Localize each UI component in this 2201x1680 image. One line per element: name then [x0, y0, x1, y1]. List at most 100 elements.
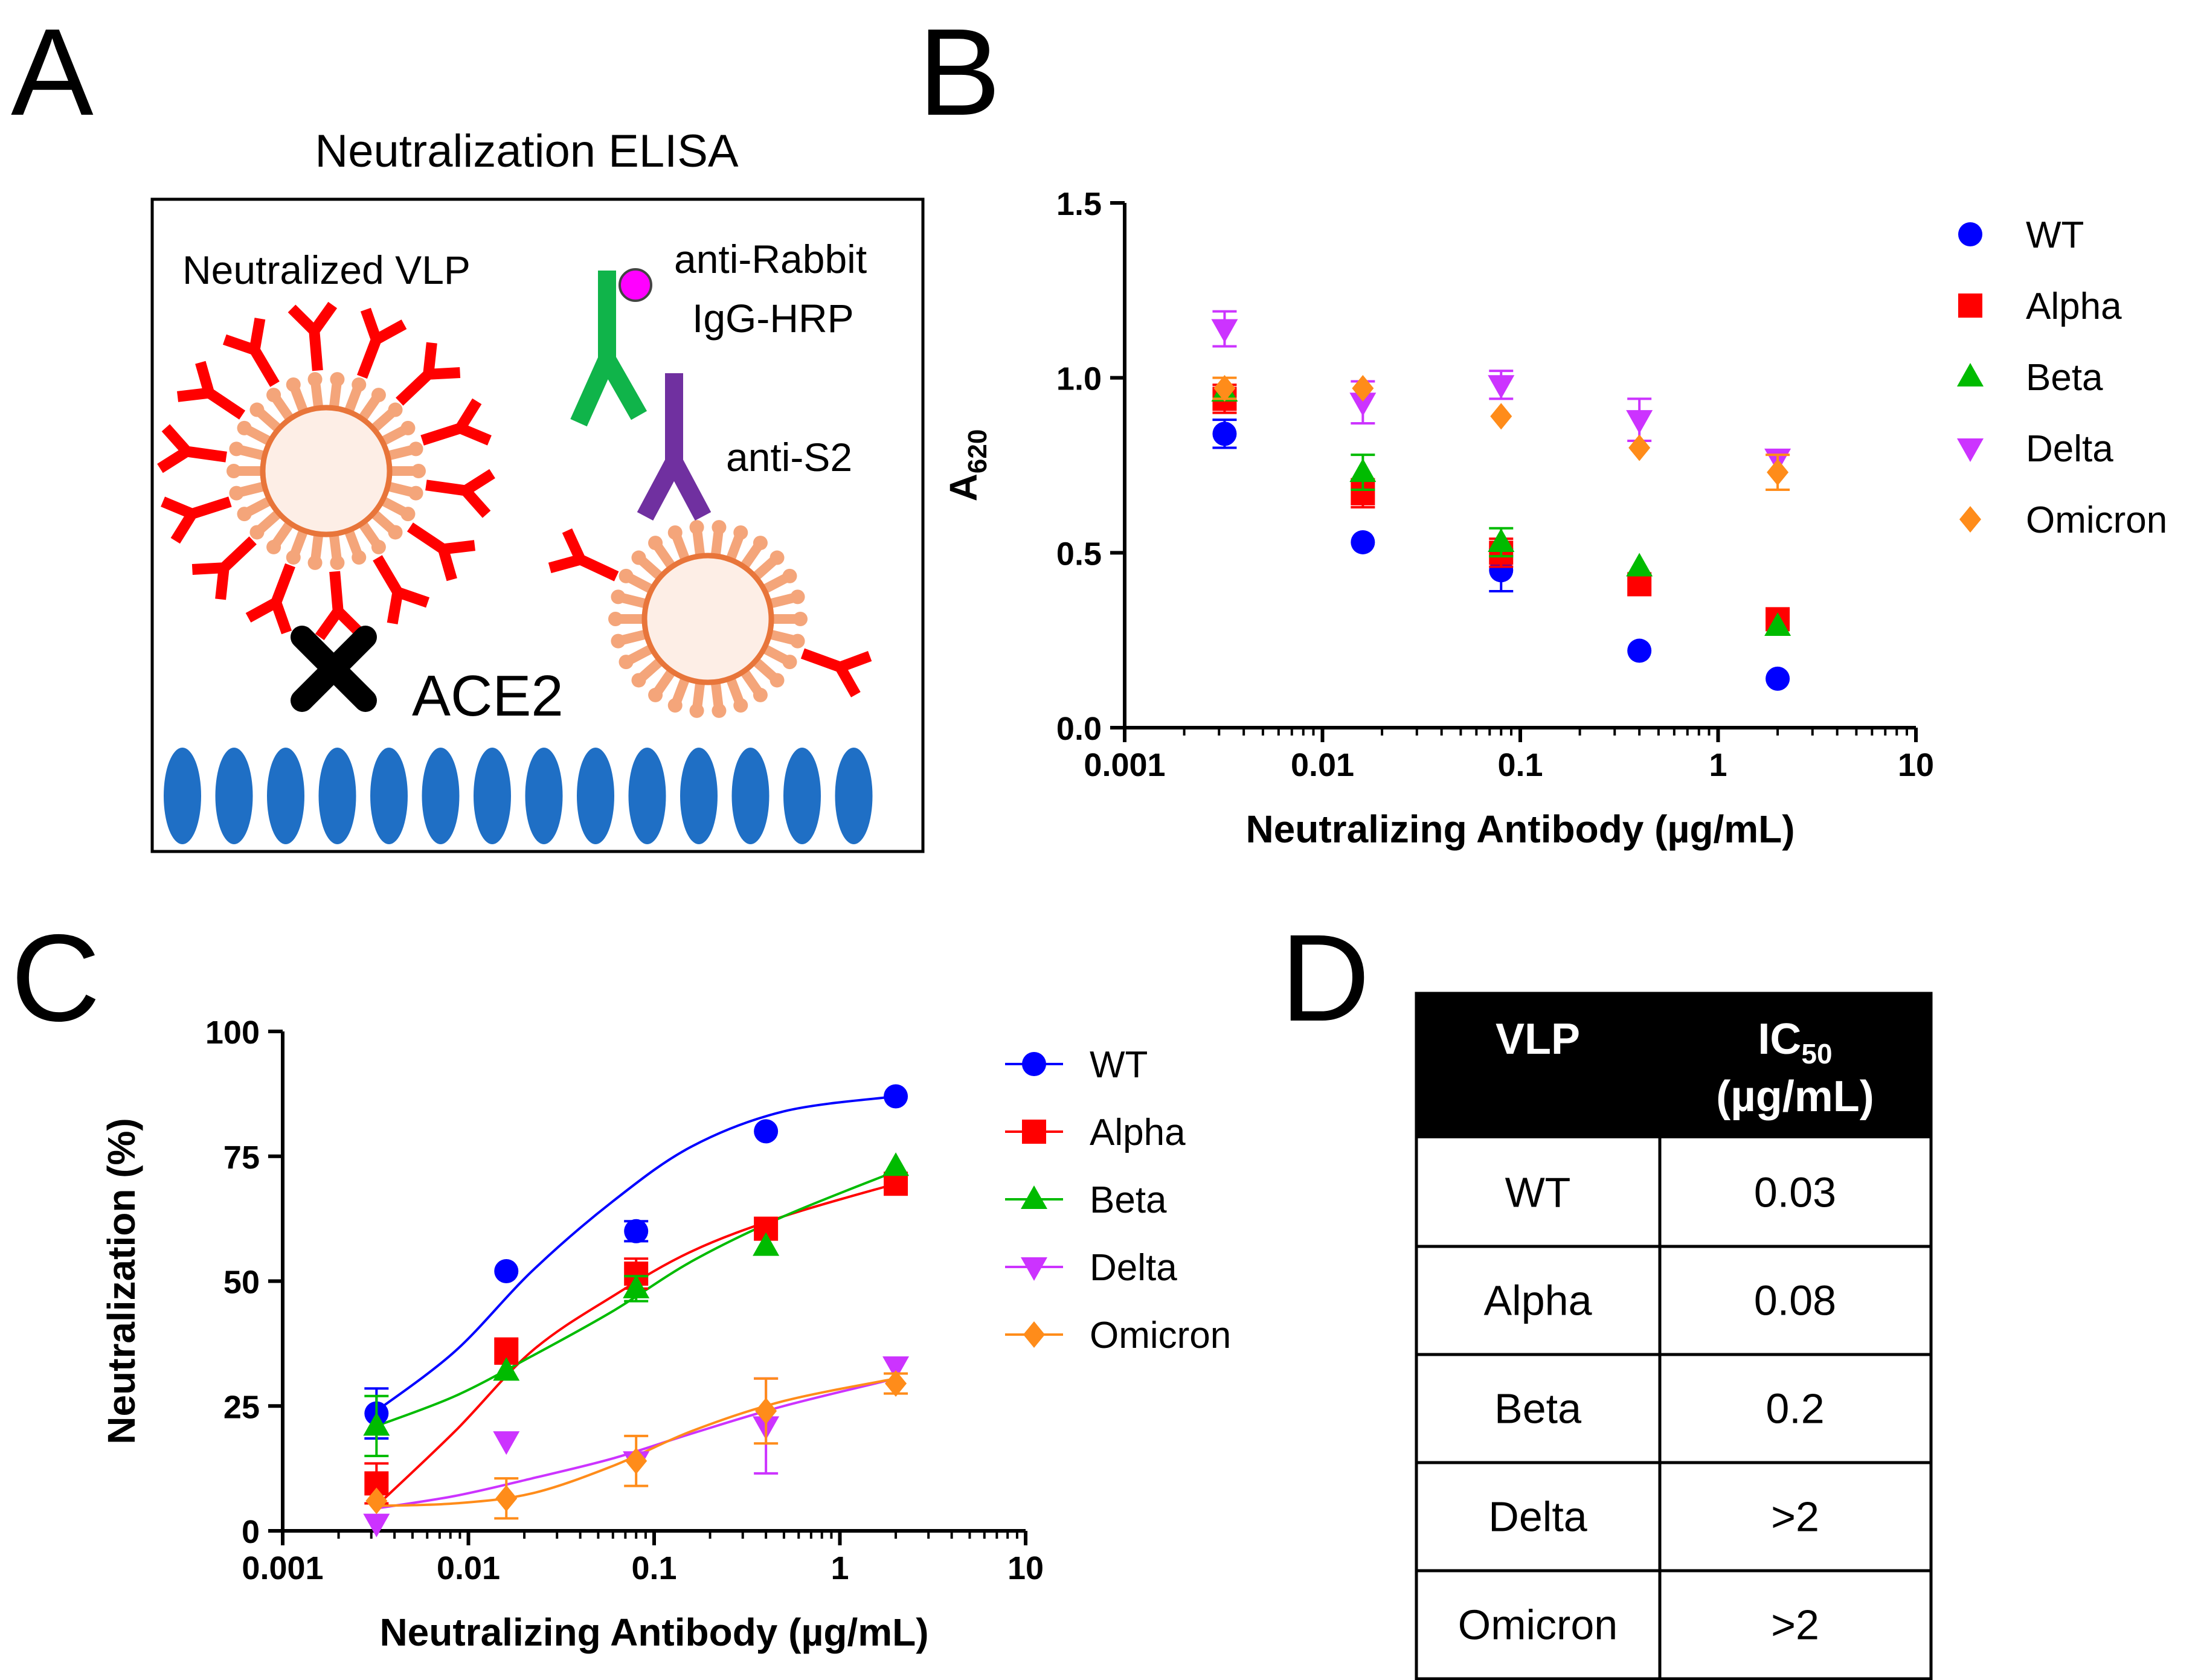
spike-protein [344, 528, 362, 556]
spike-head [411, 464, 426, 478]
neutralizing-antibody [315, 571, 365, 641]
spike-protein [653, 668, 676, 695]
spike-head [229, 441, 244, 457]
legend-label-omicron: Omicron [2026, 499, 2167, 541]
vlp-particle [260, 405, 393, 537]
spike-head [619, 655, 634, 670]
y-tick-label: 50 [223, 1265, 260, 1301]
block-x-icon [291, 626, 377, 712]
ace2-receptor-row [164, 748, 873, 844]
ace2-receptor [370, 748, 408, 844]
table-cell-vlp: WT [1505, 1169, 1571, 1216]
spike-protein [627, 573, 654, 594]
spike-head [782, 655, 797, 670]
spike-head [770, 673, 785, 688]
neutralizing-antibody [288, 301, 338, 371]
neutralizing-antibody [357, 307, 407, 379]
data-point [494, 1258, 519, 1283]
data-point [1349, 458, 1377, 483]
spike-head [667, 698, 683, 713]
spike-head [400, 420, 416, 435]
legend-label-wt: WT [2026, 214, 2084, 256]
spike-protein [329, 382, 342, 409]
neutralizing-antibody [373, 555, 430, 624]
panel-letter-c: C [11, 909, 100, 1047]
y-tick-label: 1.5 [1056, 186, 1102, 222]
hrp-icon [619, 268, 652, 302]
data-point [1957, 363, 1984, 386]
spike-protein [653, 543, 676, 570]
data-point [1349, 393, 1377, 417]
spike-protein [380, 496, 407, 517]
spike-protein [638, 556, 664, 581]
spike-head [229, 486, 244, 501]
spike-protein [725, 676, 744, 704]
spike-head [631, 673, 646, 688]
y-tick-label: 1.0 [1056, 361, 1102, 397]
spike-protein [380, 425, 407, 446]
spike-protein [271, 520, 294, 547]
spike-head [733, 525, 748, 540]
table-cell-vlp: Alpha [1483, 1277, 1592, 1324]
spike-head [648, 687, 663, 702]
spike-protein [387, 445, 414, 461]
spike-head [286, 377, 301, 392]
ace2-receptor [164, 748, 201, 844]
x-axis-label: Neutralizing Antibody (µg/mL) [1245, 807, 1795, 851]
spike-protein [710, 681, 724, 708]
x-tick-label: 0.001 [1084, 747, 1165, 783]
data-point [753, 1232, 780, 1256]
data-point [1021, 1257, 1047, 1281]
data-point [1628, 434, 1651, 461]
table-header-unit: (µg/mL) [1716, 1072, 1874, 1121]
ace2-label: ACE2 [412, 664, 564, 728]
spike-head [753, 687, 768, 702]
spike-head [793, 612, 808, 626]
data-point [1764, 612, 1791, 636]
ace2-receptor [835, 748, 873, 844]
spike-head [388, 402, 403, 417]
neutralizing-antibody [548, 528, 619, 582]
data-point [493, 1357, 520, 1381]
spike-head [307, 372, 323, 387]
x-tick-label: 0.01 [437, 1550, 500, 1586]
spike-protein [752, 657, 778, 682]
ace2-receptor [628, 748, 666, 844]
data-point [755, 1397, 777, 1425]
data-point [1021, 1185, 1047, 1209]
spike-head [782, 568, 797, 583]
spike-protein [329, 533, 342, 560]
anti-s2-antibody-icon [637, 373, 712, 521]
spike-protein [387, 481, 414, 497]
spike-protein [239, 481, 266, 497]
chart-c: 0 25 50 75 100 0.001 0.01 0.1 1 10 Neutralizing An… [100, 1015, 1231, 1654]
spike-protein [358, 395, 381, 422]
data-point [1488, 528, 1515, 552]
data-point [754, 1119, 779, 1144]
spike-protein [692, 681, 705, 708]
spike-head [286, 550, 301, 565]
spike-head [408, 486, 423, 501]
data-point [1766, 666, 1790, 691]
ace2-receptor [474, 748, 511, 844]
legend-label-beta: Beta [1090, 1179, 1167, 1221]
spike-protein [692, 530, 705, 557]
y-tick-label: 25 [223, 1389, 260, 1425]
spike-head [689, 703, 704, 718]
y-axis-label: A620 [942, 429, 992, 502]
neutralizing-antibody [406, 522, 475, 582]
neutralizing-antibody [177, 361, 246, 420]
schematic-frame [150, 197, 925, 853]
spike-protein [710, 530, 724, 557]
neutralizing-antibody [425, 469, 495, 518]
secondary-antibody-icon [570, 268, 652, 427]
legend-label-beta: Beta [2026, 357, 2103, 399]
spike-protein [620, 593, 647, 609]
neutralized-vlp [157, 301, 495, 641]
data-point [882, 1356, 910, 1380]
legend-label-delta: Delta [2026, 428, 2113, 470]
fit-curve-omicron [376, 1377, 896, 1507]
y-axis-label-subscript: 620 [963, 429, 992, 473]
table-cell-ic50: 0.2 [1766, 1385, 1824, 1432]
spike-head [249, 402, 265, 417]
